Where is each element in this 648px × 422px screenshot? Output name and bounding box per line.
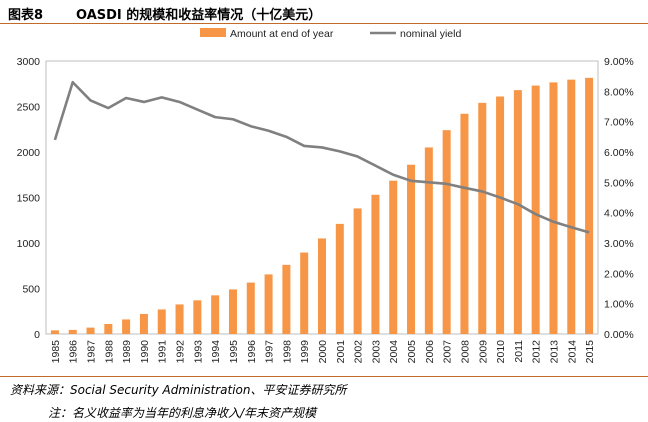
y-right-tick-label: 2.00% xyxy=(604,268,634,280)
x-tick-label: 2004 xyxy=(388,340,400,364)
y-right-tick-label: 6.00% xyxy=(604,147,634,159)
bar xyxy=(139,313,148,334)
axes: 0 500 1000 1500 2000 2500 3000 0.00% 1.00% 2.00% 3… xyxy=(17,56,634,363)
bar xyxy=(211,295,220,334)
x-tick-label: 1991 xyxy=(157,340,169,364)
yield-line xyxy=(53,80,590,234)
bar xyxy=(513,90,522,335)
y-right-tick-label: 5.00% xyxy=(604,177,634,189)
bar xyxy=(228,289,237,334)
source-note: 资料来源：Social Security Administration、平安证券… xyxy=(10,383,347,397)
footnote: 注：名义收益率为当年的利息净收入/年末资产规模 xyxy=(48,406,317,420)
y-right-tick-label: 1.00% xyxy=(604,299,634,311)
x-tick-label: 1993 xyxy=(192,340,204,364)
footer-rule xyxy=(0,376,648,377)
figure-label: 图表8 xyxy=(8,8,44,23)
y-right-tick-label: 3.00% xyxy=(604,238,634,250)
bar xyxy=(407,164,416,334)
x-tick-label: 1995 xyxy=(228,340,240,364)
x-tick-label: 2013 xyxy=(548,340,560,364)
y-left-tick-label: 0 xyxy=(34,329,40,341)
bar xyxy=(353,208,362,334)
x-tick-label: 2007 xyxy=(442,340,454,364)
x-tick-label: 2002 xyxy=(353,340,365,364)
bar xyxy=(460,113,469,334)
bar xyxy=(567,79,576,334)
x-tick-label: 2001 xyxy=(335,340,347,364)
bar xyxy=(282,264,291,334)
bar xyxy=(175,304,184,334)
x-tick-label: 1987 xyxy=(86,340,98,364)
x-tick-label: 2003 xyxy=(370,340,382,364)
bar xyxy=(50,330,59,334)
bar xyxy=(531,85,540,334)
x-tick-label: 2009 xyxy=(477,340,489,364)
y-left-tick-label: 3000 xyxy=(17,56,41,68)
line-series xyxy=(53,80,590,234)
bar xyxy=(478,102,487,334)
x-tick-label: 2012 xyxy=(531,340,543,364)
y-right-tick-label: 4.00% xyxy=(604,208,634,220)
chart-title: OASDI 的规模和收益率情况（十亿美元） xyxy=(76,8,322,23)
bar xyxy=(246,282,255,334)
bar-series xyxy=(50,77,594,335)
x-tick-label: 1986 xyxy=(68,340,80,364)
legend: Amount at end of year nominal yield xyxy=(200,28,461,40)
x-tick-label: 2005 xyxy=(406,340,418,364)
y-right-tick-label: 0.00% xyxy=(604,329,634,341)
bar xyxy=(585,77,594,335)
x-tick-label: 1989 xyxy=(121,340,133,364)
y-left-tick-label: 1500 xyxy=(17,193,41,205)
x-tick-label: 1985 xyxy=(50,340,62,364)
figure-header: 图表8 OASDI 的规模和收益率情况（十亿美元） xyxy=(0,0,648,24)
bar xyxy=(371,194,380,334)
y-left-tick-label: 1000 xyxy=(17,238,41,250)
x-tick-label: 1992 xyxy=(175,340,187,364)
x-tick-label: 1990 xyxy=(139,340,151,364)
x-tick-label: 1996 xyxy=(246,340,258,364)
y-left-tick-label: 500 xyxy=(22,284,40,296)
chart: Amount at end of year nominal yield 0 500… xyxy=(17,28,634,363)
bar xyxy=(496,96,505,335)
bar xyxy=(300,252,309,334)
x-tick-label: 1998 xyxy=(281,340,293,364)
x-tick-label: 2008 xyxy=(459,340,471,364)
x-tick-label: 2014 xyxy=(566,340,578,364)
x-tick-label: 1997 xyxy=(264,340,276,364)
bar xyxy=(335,223,344,334)
x-tick-label: 1988 xyxy=(103,340,115,364)
bar xyxy=(86,327,95,334)
x-tick-label: 2010 xyxy=(495,340,507,364)
x-tick-label: 2006 xyxy=(424,340,436,364)
bar xyxy=(389,180,398,334)
x-tick-label: 1999 xyxy=(299,340,311,364)
y-right-tick-label: 9.00% xyxy=(604,56,634,68)
y-left-tick-label: 2500 xyxy=(17,102,41,114)
x-tick-label: 1994 xyxy=(210,340,222,364)
bar xyxy=(193,300,202,334)
x-tick-label: 2011 xyxy=(513,340,525,363)
bar xyxy=(104,323,113,334)
bar xyxy=(68,329,77,334)
bar xyxy=(424,147,433,334)
bar xyxy=(442,130,451,334)
legend-label-yield: nominal yield xyxy=(400,28,461,40)
bar xyxy=(264,274,273,334)
legend-label-amount: Amount at end of year xyxy=(230,28,334,40)
x-tick-label: 2000 xyxy=(317,340,329,364)
bar xyxy=(549,82,558,334)
x-tick-label: 2015 xyxy=(584,340,596,364)
bar xyxy=(317,238,327,334)
bar xyxy=(157,309,166,334)
bar xyxy=(122,319,131,334)
y-right-tick-label: 8.00% xyxy=(604,86,634,98)
legend-swatch-bar xyxy=(200,28,226,37)
y-left-tick-label: 2000 xyxy=(17,147,41,159)
y-right-tick-label: 7.00% xyxy=(604,117,634,129)
